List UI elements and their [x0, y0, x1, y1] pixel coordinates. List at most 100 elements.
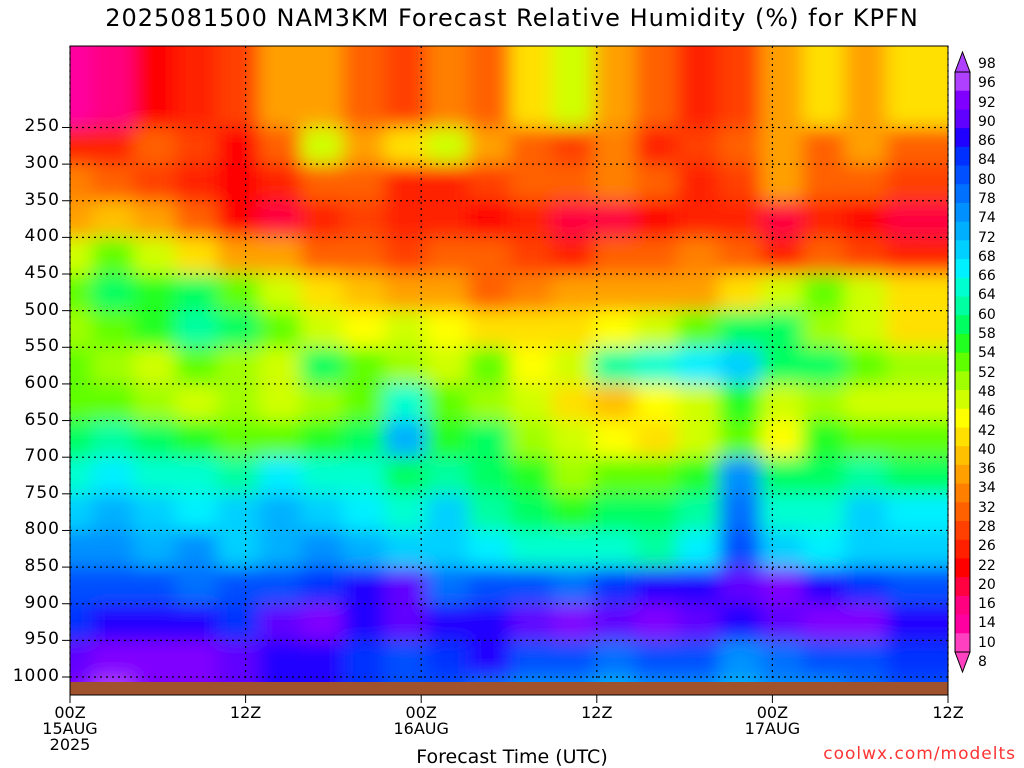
colorbar-segment [955, 184, 970, 204]
heatmap-cell [384, 677, 467, 682]
colorbar-label: 46 [978, 403, 996, 420]
heatmap-cell [133, 677, 216, 682]
colorbar-segment [955, 614, 970, 634]
colorbar-segment [955, 539, 970, 559]
heatmap-cell [300, 677, 383, 682]
x-tick-label: 12Z [557, 705, 637, 721]
colorbar-label: 26 [978, 538, 996, 555]
heatmap-cell [342, 677, 425, 682]
colorbar-segment [955, 72, 970, 92]
colorbar-label: 20 [978, 576, 996, 593]
colorbar-segment [955, 165, 970, 185]
heatmap-cell [217, 677, 300, 682]
colorbar-label: 74 [978, 210, 996, 227]
colorbar-label: 68 [978, 248, 996, 265]
colorbar-label: 10 [978, 634, 996, 651]
colorbar-label: 42 [978, 422, 996, 439]
colorbar-segment [955, 221, 970, 241]
colorbar-label: 14 [978, 615, 996, 632]
colorbar-segment [955, 109, 970, 129]
x-tick-label: 00Z 16AUG [381, 705, 461, 737]
heatmap-cell [677, 677, 759, 682]
heatmap-cell [886, 603, 948, 643]
heatmap-cell [718, 677, 801, 682]
heatmap-cell [886, 457, 948, 496]
colorbar-label: 60 [978, 306, 996, 323]
heatmap-cell [886, 347, 948, 386]
heatmap-cell [635, 677, 718, 682]
heatmap-cell [593, 677, 676, 682]
heatmap-cell [886, 237, 948, 277]
x-tick-label-line: 00Z [54, 703, 86, 722]
x-tick-label: 00Z 17AUG [732, 705, 812, 737]
x-tick-label: 12Z [206, 705, 286, 721]
y-tick-label: 350 [24, 189, 60, 210]
colorbar-segment [955, 277, 970, 298]
x-tick-label-line: 16AUG [393, 719, 449, 738]
colorbar-label: 98 [978, 56, 996, 72]
credit-link[interactable]: coolwx.com/modelts [823, 744, 1016, 764]
y-tick-label: 250 [24, 116, 60, 137]
x-tick-label-line: 00Z [405, 703, 437, 722]
colorbar-segment [955, 315, 970, 335]
ground-surface [70, 682, 948, 695]
heatmap-cell [844, 677, 927, 682]
x-axis-title: Forecast Time (UTC) [416, 746, 608, 768]
rh-heatmap [70, 46, 948, 682]
x-tick-label-line: 15AUG [42, 719, 98, 738]
colorbar-label: 8 [978, 654, 987, 670]
colorbar-segment [955, 464, 970, 485]
heatmap-cell [886, 164, 948, 203]
y-tick-label: 1000 [12, 666, 60, 686]
y-tick-label: 550 [24, 336, 60, 357]
colorbar-segment [955, 558, 970, 578]
heatmap-cell [259, 677, 341, 682]
colorbar-segment [955, 502, 970, 522]
heatmap-cell [551, 677, 634, 682]
heatmap-cell [886, 383, 948, 423]
colorbar-segment [955, 390, 970, 410]
y-tick-label: 650 [24, 409, 60, 430]
colorbar-label: 32 [978, 499, 996, 516]
colorbar-frame [954, 71, 971, 653]
colorbar-segment [955, 259, 970, 279]
colorbar-segment [955, 146, 970, 167]
colorbar-segment [955, 352, 970, 372]
colorbar-label: 66 [978, 268, 996, 285]
colorbar-label: 54 [978, 345, 996, 362]
colorbar-label: 52 [978, 364, 996, 381]
y-tick-label: 300 [24, 153, 60, 174]
colorbar-segment [955, 446, 970, 466]
y-tick-label: 750 [24, 482, 60, 503]
colorbar-label: 96 [978, 75, 996, 92]
colorbar-segment [955, 202, 970, 223]
colorbar-label: 72 [978, 229, 996, 246]
heatmap-cell [886, 493, 948, 533]
colorbar-label: 22 [978, 557, 996, 574]
x-tick-label-line: 17AUG [744, 719, 801, 738]
colorbar-segment [955, 240, 970, 260]
colorbar-max-arrow [954, 50, 971, 73]
heatmap-cell [886, 677, 948, 682]
colorbar-segment [955, 577, 970, 597]
heatmap-cell [509, 677, 592, 682]
rh-heatmap-cells [70, 46, 948, 682]
heatmap-cell [886, 640, 948, 679]
colorbar [954, 50, 971, 674]
colorbar-label: 84 [978, 152, 996, 169]
colorbar-segment [955, 333, 970, 354]
colorbar-label: 36 [978, 461, 996, 478]
colorbar-label: 40 [978, 441, 996, 458]
colorbar-segment [955, 595, 970, 616]
y-tick-label: 450 [24, 263, 60, 283]
chart-title: 2025081500 NAM3KM Forecast Relative Humi… [105, 4, 919, 32]
colorbar-label: 90 [978, 113, 996, 130]
heatmap-cell [175, 677, 258, 682]
heatmap-cell [802, 677, 885, 682]
colorbar-label: 92 [978, 94, 996, 111]
heatmap-cell [426, 677, 509, 682]
colorbar-label: 86 [978, 133, 996, 150]
x-tick-label-line: 12Z [932, 703, 964, 722]
y-tick-label: 850 [24, 556, 60, 577]
colorbar-label: 80 [978, 171, 996, 188]
